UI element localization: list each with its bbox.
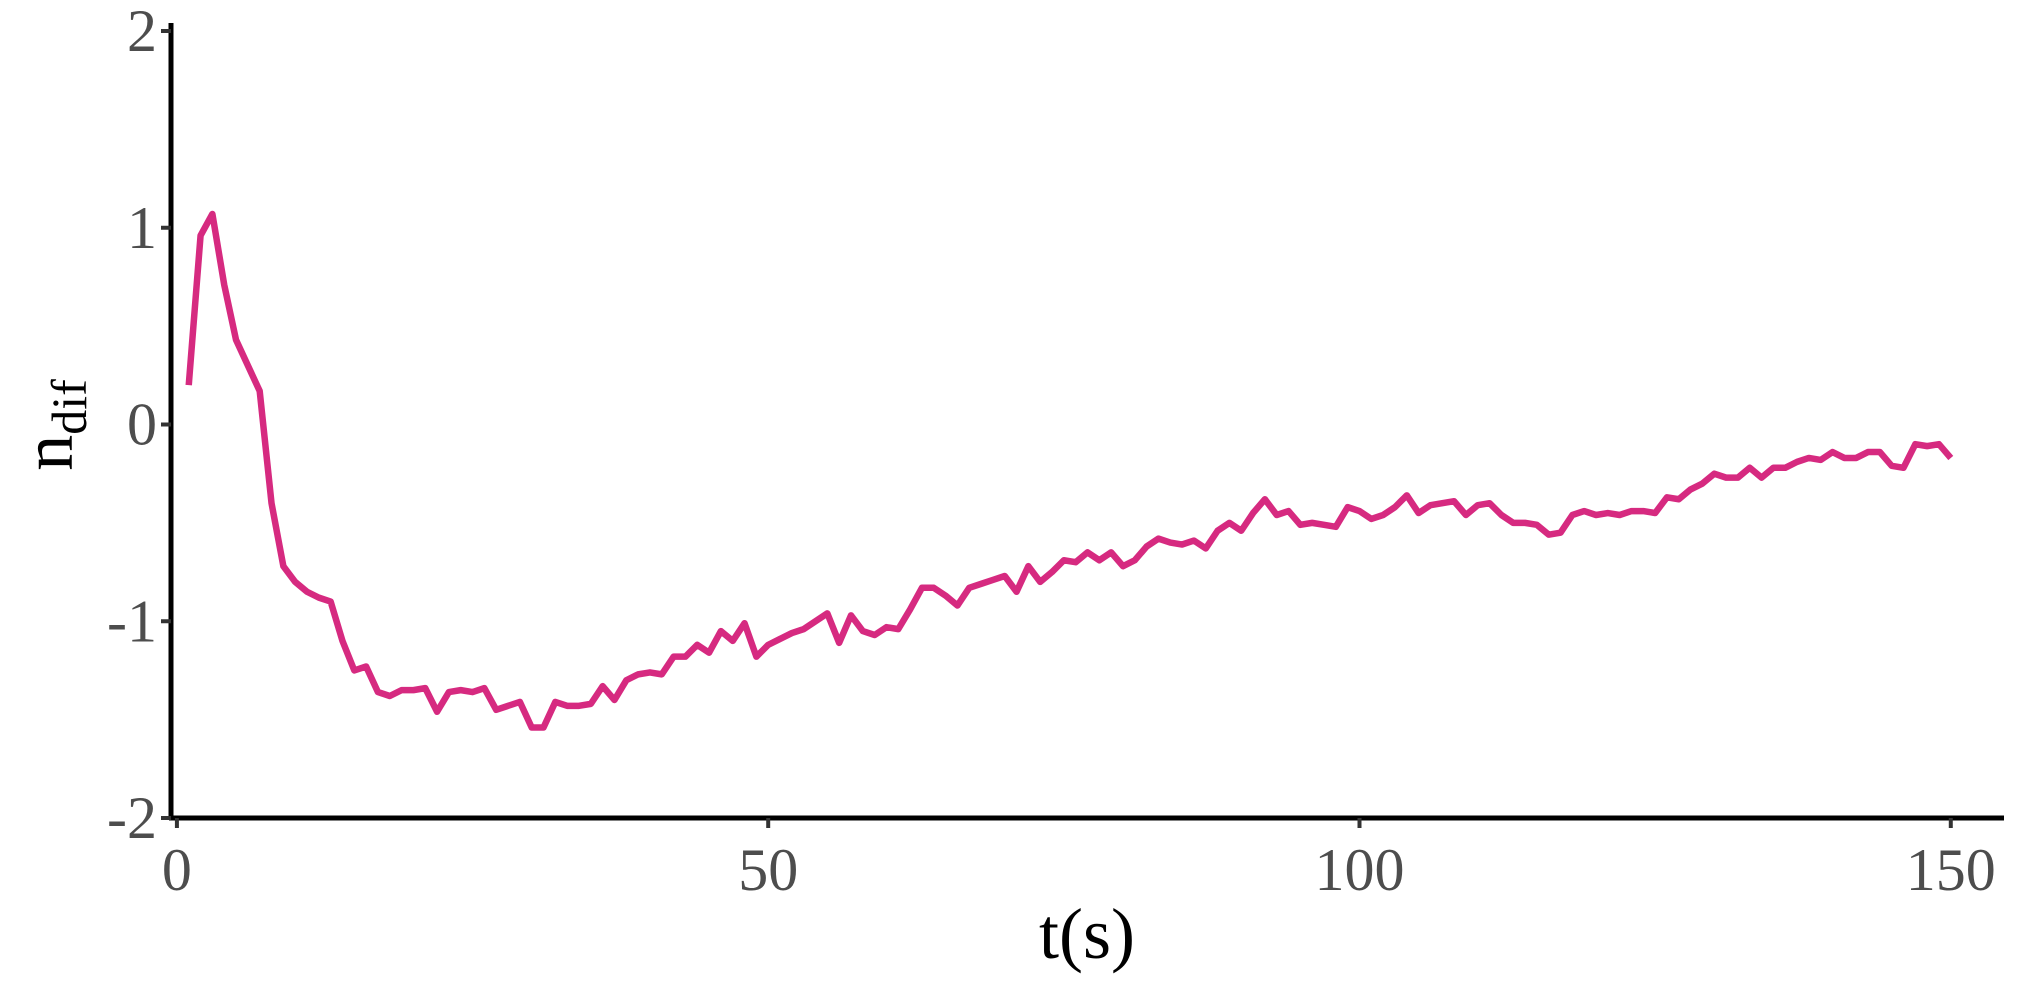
y-axis-title-main: n [8, 435, 88, 471]
x-axis-title: t(s) [1039, 894, 1135, 974]
y-tick-label: -1 [107, 588, 157, 654]
data-line [185, 210, 1954, 731]
y-axis-title: ndif [8, 379, 97, 471]
x-tick-label: 50 [738, 837, 798, 903]
x-tick-label: 150 [1906, 837, 1996, 903]
y-tick-label: 1 [127, 195, 157, 261]
x-tick-label: 100 [1314, 837, 1404, 903]
y-tick-label: -2 [107, 785, 157, 851]
y-tick-label: 0 [127, 392, 157, 458]
y-axis-title-subscript: dif [41, 379, 97, 435]
x-tick-label: 0 [162, 837, 192, 903]
y-tick-label: 2 [127, 0, 157, 64]
